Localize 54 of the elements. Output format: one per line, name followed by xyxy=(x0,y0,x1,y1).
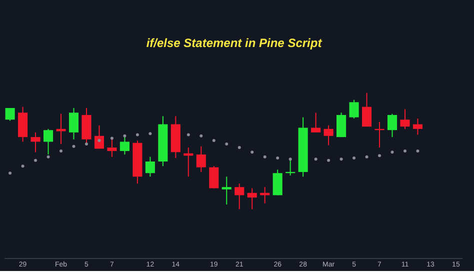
point xyxy=(378,154,382,158)
candlestick xyxy=(272,169,282,196)
point xyxy=(416,150,420,153)
candlestick xyxy=(311,112,321,133)
point xyxy=(352,156,356,160)
candlestick xyxy=(30,132,40,153)
candlestick xyxy=(324,124,334,146)
candlestick xyxy=(349,99,359,119)
point xyxy=(288,158,292,161)
point xyxy=(84,142,88,146)
point xyxy=(72,144,76,148)
point xyxy=(403,150,406,153)
point xyxy=(148,132,152,136)
point xyxy=(123,134,126,138)
candlestick xyxy=(68,108,79,140)
candlestick xyxy=(400,108,410,130)
candlestick xyxy=(145,156,155,178)
candlestick xyxy=(196,146,206,172)
candlestick xyxy=(5,108,15,122)
point xyxy=(365,155,368,158)
point xyxy=(136,133,139,136)
point xyxy=(327,158,330,162)
point xyxy=(186,133,190,136)
point xyxy=(314,158,318,161)
candlestick xyxy=(336,112,346,138)
point xyxy=(200,134,203,138)
point xyxy=(21,164,24,168)
candlestick xyxy=(43,128,54,156)
point xyxy=(276,156,280,160)
candlestick xyxy=(94,124,104,150)
text: if/else Statement in Pine Script xyxy=(146,36,323,50)
candlestick xyxy=(107,136,117,158)
candlestick xyxy=(247,188,257,210)
point xyxy=(46,155,50,158)
point xyxy=(34,158,38,162)
point xyxy=(110,136,114,140)
candlestick xyxy=(387,113,398,138)
point xyxy=(60,150,63,153)
candlestick xyxy=(209,166,219,189)
candlestick xyxy=(234,183,244,210)
candlestick xyxy=(362,92,372,128)
point xyxy=(340,158,343,161)
point xyxy=(225,142,228,146)
point xyxy=(250,150,254,154)
point xyxy=(8,172,12,175)
candlestick xyxy=(222,176,232,206)
candlestick xyxy=(120,134,130,156)
point xyxy=(238,146,241,150)
candlestick xyxy=(56,113,66,145)
point xyxy=(263,155,266,158)
point xyxy=(212,139,216,142)
point xyxy=(390,150,394,154)
candlestick xyxy=(412,118,423,136)
candlestick xyxy=(374,121,384,148)
